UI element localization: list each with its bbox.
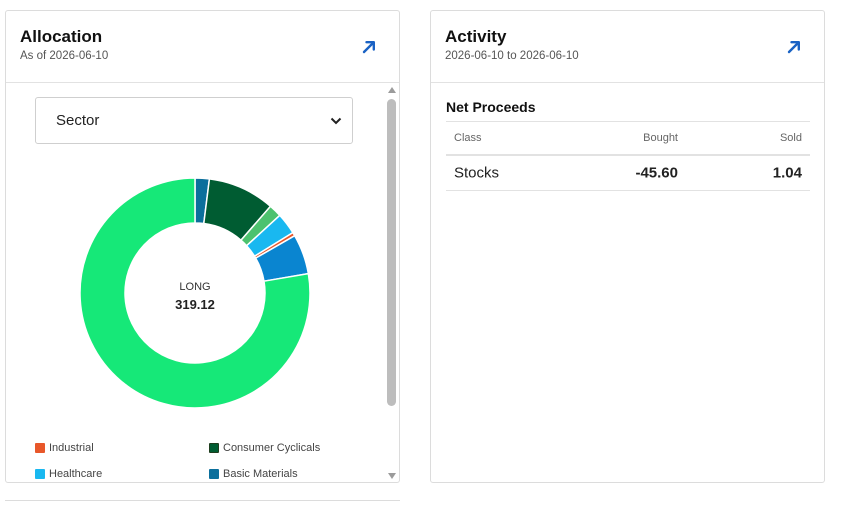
donut-center-value: 319.12 [175, 297, 215, 312]
allocation-title: Allocation [20, 27, 103, 46]
activity-header: Activity 2026-06-10 to 2026-06-10 [431, 11, 824, 83]
legend-swatch [35, 469, 45, 479]
activity-card: Activity 2026-06-10 to 2026-06-10 Net Pr… [430, 10, 825, 483]
legend-item-healthcare: Healthcare [35, 468, 102, 480]
allocation-card: Allocation As of 2026-06-10 Sector LONG … [5, 10, 400, 483]
net-proceeds-table: Class Bought Sold Stocks -45.60 1.04 [446, 121, 810, 191]
legend-label: Consumer Cyclicals [223, 442, 321, 454]
row-sold: 1.04 [772, 164, 802, 182]
net-proceeds-title: Net Proceeds [446, 99, 536, 115]
legend-swatch [209, 469, 219, 479]
table-header: Class Bought Sold [446, 121, 810, 156]
next-card-edge [5, 500, 400, 511]
legend-label: Industrial [49, 442, 94, 454]
legend-item-industrial: Industrial [35, 442, 94, 454]
donut-slice-6[interactable] [79, 177, 311, 409]
legend-item-basic-materials: Basic Materials [209, 468, 298, 480]
scroll-up-icon[interactable] [388, 87, 396, 93]
group-by-value: Sector [56, 112, 100, 129]
legend-label: Basic Materials [223, 468, 298, 480]
chevron-down-icon [330, 117, 342, 124]
table-row: Stocks -45.60 1.04 [446, 156, 810, 191]
allocation-as-of: As of 2026-06-10 [20, 50, 109, 62]
row-bought: -45.60 [635, 164, 678, 182]
allocation-header: Allocation As of 2026-06-10 [6, 11, 399, 83]
arrow-up-right-icon[interactable] [361, 39, 377, 55]
group-by-select[interactable]: Sector [35, 97, 353, 144]
column-bought: Bought [643, 132, 678, 144]
legend-item-consumer-cyclicals: Consumer Cyclicals [209, 442, 320, 454]
activity-date-range: 2026-06-10 to 2026-06-10 [445, 50, 579, 62]
legend-swatch [209, 443, 219, 453]
allocation-scrollbar[interactable] [385, 83, 399, 483]
legend-label: Healthcare [49, 468, 103, 480]
scroll-down-icon[interactable] [388, 473, 396, 479]
scroll-thumb[interactable] [387, 99, 396, 406]
donut-center-label: LONG [179, 281, 211, 293]
legend-swatch [35, 443, 45, 453]
column-sold: Sold [779, 132, 802, 144]
arrow-up-right-icon[interactable] [786, 39, 802, 55]
allocation-donut-chart [79, 177, 311, 409]
row-class: Stocks [454, 164, 500, 182]
column-class: Class [454, 132, 482, 144]
activity-title: Activity [445, 27, 507, 46]
